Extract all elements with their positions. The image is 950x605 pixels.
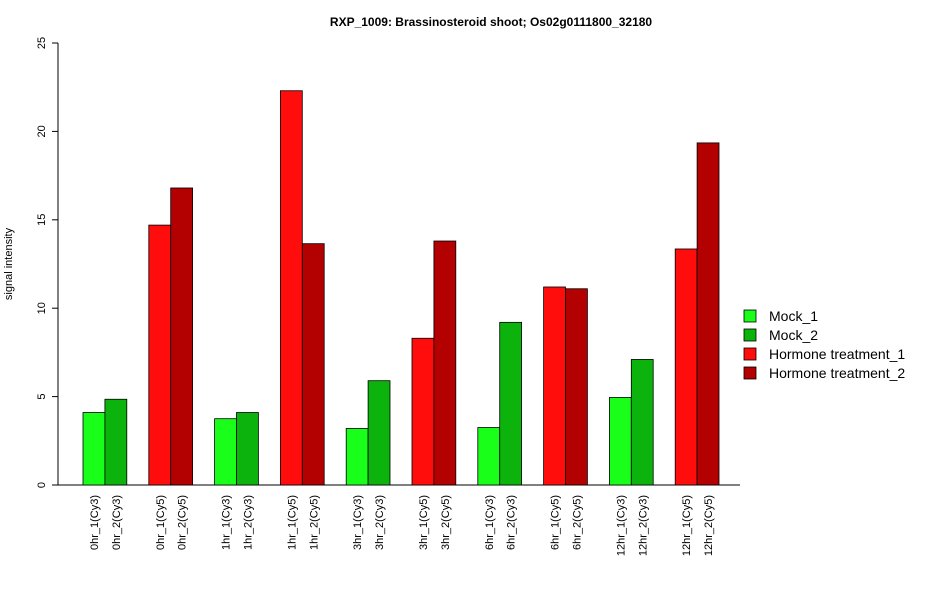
- bar: [433, 240, 457, 486]
- bar: [630, 359, 654, 486]
- bar: [170, 187, 193, 486]
- bar: [609, 397, 632, 486]
- y-tick-label: 15: [36, 214, 48, 226]
- chart-title: RXP_1009: Brassinosteroid shoot; Os02g01…: [330, 15, 653, 29]
- bar: [543, 286, 566, 486]
- bar: [674, 248, 698, 486]
- x-tick-label: 0hr_1(Cy5): [155, 495, 167, 550]
- legend-swatch: [743, 347, 757, 361]
- x-tick-label: 12hr_1(Cy3): [615, 495, 627, 556]
- bar: [214, 418, 237, 486]
- bar: [367, 380, 391, 486]
- y-tick-label: 0: [36, 482, 48, 488]
- x-tick-label: 12hr_2(Cy5): [703, 495, 715, 556]
- bar: [104, 398, 128, 486]
- bar: [411, 337, 435, 486]
- x-tick-label: 0hr_2(Cy5): [177, 495, 189, 550]
- y-axis-label: signal intensity: [3, 227, 15, 300]
- x-tick-label: 6hr_2(Cy3): [506, 495, 518, 550]
- x-tick-label: 0hr_1(Cy3): [89, 495, 101, 550]
- x-tick-label: 3hr_1(Cy5): [418, 495, 430, 550]
- legend-swatch: [743, 328, 757, 342]
- x-tick-label: 3hr_1(Cy3): [352, 495, 364, 550]
- legend-label: Hormone treatment_1: [769, 346, 905, 362]
- bar: [236, 412, 259, 486]
- bar: [565, 288, 588, 486]
- legend: Mock_1 Mock_2 Hormone treatment_1 Hormone t…: [743, 308, 905, 381]
- bar: [301, 243, 325, 486]
- bar: [696, 142, 720, 486]
- y-tick-label: 10: [36, 302, 48, 314]
- x-tick-label: 3hr_2(Cy5): [440, 495, 452, 550]
- legend-label: Mock_2: [769, 327, 818, 343]
- x-tick-label: 6hr_1(Cy5): [550, 495, 562, 550]
- bar: [477, 427, 501, 486]
- x-tick-labels: 0hr_1(Cy3) 0hr_2(Cy3) 0hr_1(Cy5) 0hr_2(Cy5)…: [89, 495, 715, 556]
- bar: [279, 90, 303, 486]
- x-tick-label: 6hr_2(Cy5): [571, 495, 583, 550]
- y-axis: 0 5 10 15 20 25: [36, 37, 59, 488]
- x-tick-label: 12hr_1(Cy5): [681, 495, 693, 556]
- bar: [148, 224, 172, 486]
- x-tick-label: 1hr_1(Cy5): [286, 495, 298, 550]
- x-tick-label: 0hr_2(Cy3): [111, 495, 123, 550]
- bar: [345, 428, 369, 486]
- bar: [499, 321, 523, 486]
- y-tick-label: 20: [36, 125, 48, 137]
- x-tick-label: 1hr_2(Cy3): [242, 495, 254, 550]
- legend-label: Hormone treatment_2: [769, 365, 905, 381]
- x-tick-label: 1hr_1(Cy3): [221, 495, 233, 550]
- bar: [82, 412, 106, 486]
- x-tick-label: 3hr_2(Cy3): [374, 495, 386, 550]
- x-tick-label: 1hr_2(Cy5): [308, 495, 320, 550]
- y-tick-label: 5: [36, 394, 48, 400]
- bar-series: [82, 90, 720, 486]
- legend-swatch: [743, 366, 757, 380]
- legend-swatch: [743, 309, 757, 323]
- x-tick-label: 6hr_1(Cy3): [484, 495, 496, 550]
- legend-label: Mock_1: [769, 308, 818, 324]
- y-tick-label: 25: [36, 37, 48, 49]
- x-tick-label: 12hr_2(Cy3): [637, 495, 649, 556]
